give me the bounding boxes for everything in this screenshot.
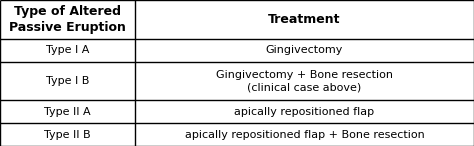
Text: Type of Altered
Passive Eruption: Type of Altered Passive Eruption <box>9 5 126 34</box>
Text: Treatment: Treatment <box>268 13 341 26</box>
Text: Type II A: Type II A <box>44 107 91 117</box>
Text: Gingivectomy: Gingivectomy <box>266 45 343 55</box>
Text: Type II B: Type II B <box>44 130 91 140</box>
Text: Type I B: Type I B <box>46 76 89 86</box>
Text: apically repositioned flap: apically repositioned flap <box>235 107 374 117</box>
Text: Type I A: Type I A <box>46 45 89 55</box>
Text: Gingivectomy + Bone resection
(clinical case above): Gingivectomy + Bone resection (clinical … <box>216 70 393 92</box>
Text: apically repositioned flap + Bone resection: apically repositioned flap + Bone resect… <box>185 130 424 140</box>
